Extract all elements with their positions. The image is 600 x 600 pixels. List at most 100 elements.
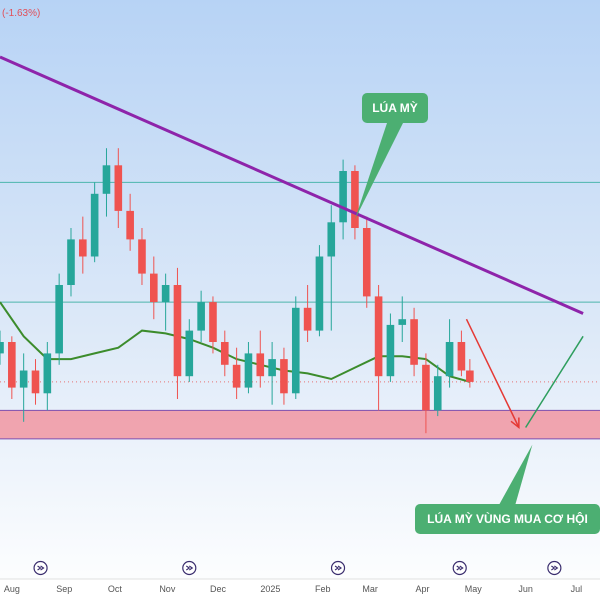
candle-body [410, 319, 418, 365]
x-tick-label: Apr [416, 584, 430, 594]
candle-20 [220, 330, 229, 377]
event-icon-glyph [456, 565, 464, 571]
event-icon-glyph [37, 565, 45, 571]
candle-body [197, 302, 205, 331]
x-tick-label: Nov [159, 584, 176, 594]
candle-27 [303, 285, 312, 342]
price-change-label: (-1.63%) [2, 8, 40, 19]
candle-body [362, 228, 371, 297]
candle-body [339, 171, 347, 223]
event-icon-glyph [551, 565, 559, 571]
x-tick-label: Sep [56, 584, 72, 594]
candle-body [114, 165, 123, 211]
candle-body [209, 302, 217, 342]
candle-body [457, 342, 466, 371]
candle-body [67, 239, 75, 285]
candle-32 [362, 216, 371, 308]
candle-3 [19, 353, 28, 422]
candle-body [433, 376, 442, 411]
candle-22 [244, 342, 253, 394]
event-icon-glyph [334, 565, 343, 571]
candle-body [256, 353, 265, 377]
candle-37 [422, 353, 430, 434]
callout-top-pointer [354, 123, 403, 220]
candle-body [90, 193, 99, 257]
candle-13 [138, 228, 146, 285]
candle-body [422, 364, 430, 411]
candle-body [280, 359, 288, 394]
candle-12 [126, 193, 134, 251]
candle-body [386, 324, 395, 377]
candle-17 [185, 319, 194, 382]
candle-body [244, 353, 253, 388]
candle-body [79, 239, 87, 257]
candle-33 [374, 285, 383, 411]
projection-arrowhead-down [510, 417, 520, 430]
event-icon [330, 560, 346, 576]
candle-24 [268, 342, 276, 405]
candle-body [173, 285, 182, 377]
callout-bottom-box [415, 504, 600, 534]
candle-11 [114, 148, 123, 228]
candle-10 [102, 148, 111, 217]
candle-18 [197, 290, 205, 342]
candle-body [220, 342, 229, 365]
candle-body [291, 307, 300, 394]
candle-39 [445, 319, 454, 388]
candle-body [31, 370, 40, 394]
candle-body [445, 342, 454, 377]
support-zone [0, 410, 600, 439]
candle-15 [161, 273, 170, 331]
candle-34 [386, 313, 395, 382]
candle-4 [31, 359, 40, 405]
x-tick-label: Aug [4, 584, 20, 594]
x-tick-label: Jun [518, 584, 533, 594]
candle-36 [410, 307, 418, 377]
x-tick-label: Mar [362, 584, 378, 594]
candle-body [232, 364, 241, 388]
candle-body [126, 210, 134, 240]
candle-23 [256, 330, 265, 388]
candle-body [102, 165, 111, 194]
candle-14 [150, 256, 158, 320]
candle-31 [351, 165, 359, 240]
candle-25 [280, 347, 288, 405]
candle-body [303, 307, 312, 331]
x-tick-label: May [465, 584, 483, 594]
event-icon [452, 560, 467, 576]
candle-38 [433, 364, 442, 417]
candle-body [138, 239, 146, 274]
candle-body [327, 222, 336, 257]
callout-top-box [362, 93, 428, 123]
candle-6 [55, 273, 63, 365]
candle-35 [398, 296, 407, 342]
candle-16 [173, 267, 182, 399]
candle-2 [8, 336, 16, 399]
candle-body [19, 370, 28, 388]
candle-5 [43, 342, 52, 411]
candle-21 [232, 347, 241, 399]
event-icon [33, 560, 48, 576]
callout-top: LÚA MỲ [354, 93, 428, 220]
projection-arrow-up [524, 335, 584, 428]
candle-41 [466, 359, 474, 388]
candle-body [268, 359, 276, 377]
candle-29 [327, 205, 336, 331]
candle-body [398, 319, 407, 325]
callout-bottom-label: LÚA MỲ VÙNG MUA CƠ HỘI [427, 511, 588, 526]
candle-body [150, 273, 158, 303]
x-tick-label: Oct [108, 584, 123, 594]
event-icon-glyph [185, 565, 194, 571]
candle-8 [79, 216, 87, 274]
callout-bottom-pointer [499, 444, 533, 504]
callout-bottom: LÚA MỲ VÙNG MUA CƠ HỘI [415, 444, 600, 534]
candle-body [55, 285, 63, 354]
candle-body [161, 285, 170, 303]
callout-top-label: LÚA MỲ [372, 100, 418, 115]
projection-arrow-down [465, 318, 520, 428]
candle-body [374, 296, 383, 377]
candle-40 [457, 330, 466, 377]
candle-body [315, 256, 324, 331]
